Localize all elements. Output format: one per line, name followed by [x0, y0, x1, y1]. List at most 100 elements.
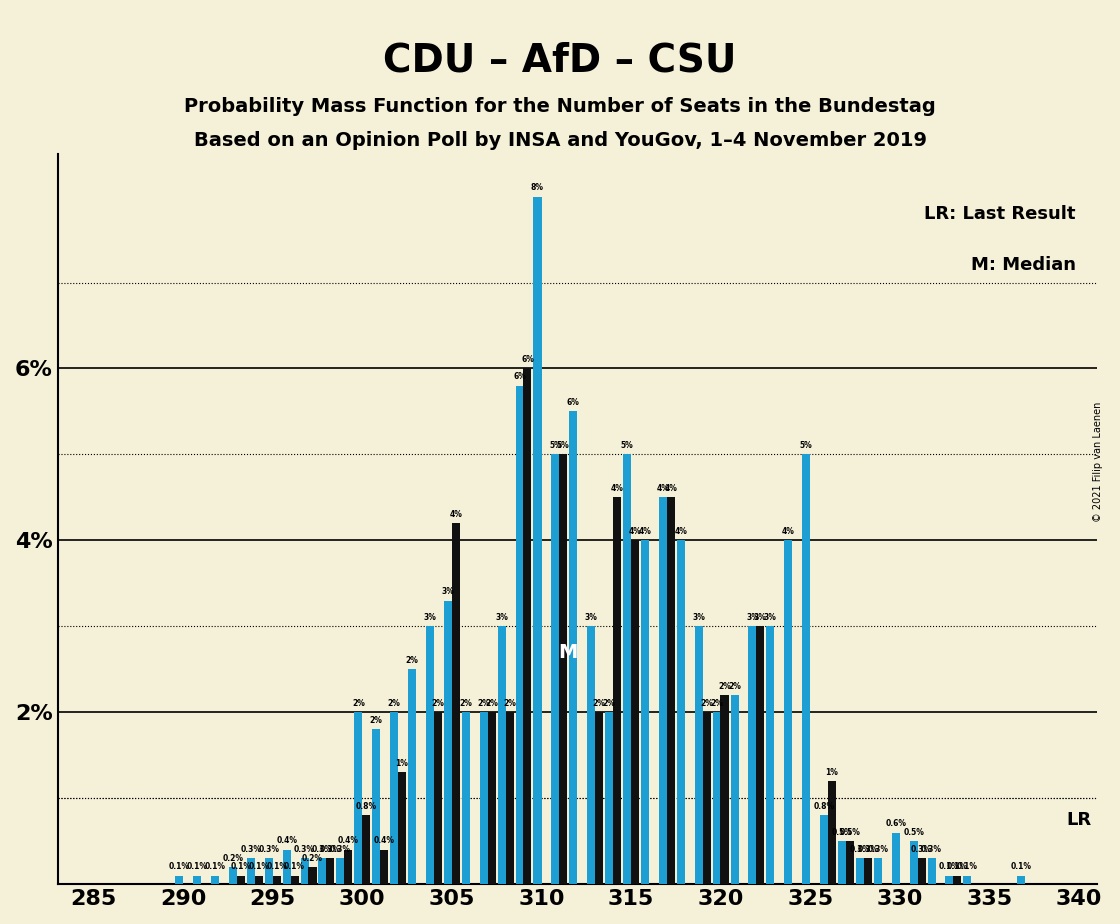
Bar [909, 841, 917, 884]
Text: 0.8%: 0.8% [356, 802, 376, 811]
Bar [380, 850, 389, 884]
Bar [756, 626, 764, 884]
Bar [720, 695, 728, 884]
Text: 0.1%: 0.1% [231, 862, 251, 871]
Bar [300, 858, 309, 884]
Bar [820, 815, 828, 884]
Bar [523, 369, 532, 884]
Text: 4%: 4% [628, 527, 642, 536]
Bar [451, 523, 460, 884]
Bar [587, 626, 595, 884]
Text: 5%: 5% [620, 441, 634, 450]
Text: 4%: 4% [782, 527, 795, 536]
Bar [533, 197, 541, 884]
Bar [892, 833, 899, 884]
Text: 0.1%: 0.1% [249, 862, 269, 871]
Text: 2%: 2% [459, 699, 473, 708]
Text: 0.2%: 0.2% [302, 854, 323, 863]
Text: 4%: 4% [664, 484, 678, 493]
Text: 0.3%: 0.3% [921, 845, 942, 854]
Bar [874, 858, 881, 884]
Bar [354, 712, 363, 884]
Bar [193, 876, 202, 884]
Bar [254, 876, 263, 884]
Text: 0.3%: 0.3% [295, 845, 315, 854]
Bar [666, 497, 675, 884]
Bar [838, 841, 846, 884]
Bar [828, 781, 836, 884]
Bar [308, 867, 317, 884]
Text: 2%: 2% [388, 699, 401, 708]
Text: Based on an Opinion Poll by INSA and YouGov, 1–4 November 2019: Based on an Opinion Poll by INSA and You… [194, 131, 926, 151]
Text: 4%: 4% [638, 527, 652, 536]
Text: 0.2%: 0.2% [223, 854, 243, 863]
Text: 2%: 2% [477, 699, 491, 708]
Text: 4%: 4% [656, 484, 670, 493]
Bar [569, 411, 577, 884]
Text: 2%: 2% [485, 699, 498, 708]
Text: 2%: 2% [370, 716, 383, 725]
Text: 0.3%: 0.3% [312, 845, 333, 854]
Text: 0.1%: 0.1% [284, 862, 305, 871]
Text: 0.5%: 0.5% [840, 828, 860, 837]
Bar [730, 695, 738, 884]
Bar [702, 712, 710, 884]
Bar [228, 867, 237, 884]
Text: 3%: 3% [423, 613, 437, 622]
Bar [211, 876, 220, 884]
Text: 0.3%: 0.3% [320, 845, 340, 854]
Text: 3%: 3% [441, 588, 455, 596]
Text: 0.4%: 0.4% [338, 836, 358, 845]
Bar [282, 850, 291, 884]
Text: 2%: 2% [728, 682, 741, 691]
Bar [605, 712, 613, 884]
Bar [336, 858, 345, 884]
Bar [551, 455, 559, 884]
Text: 0.8%: 0.8% [813, 802, 834, 811]
Bar [676, 541, 684, 884]
Bar [408, 669, 417, 884]
Bar [398, 772, 407, 884]
Text: 3%: 3% [754, 613, 767, 622]
Text: 0.1%: 0.1% [187, 862, 207, 871]
Text: 0.1%: 0.1% [946, 862, 968, 871]
Bar [505, 712, 514, 884]
Text: 2%: 2% [700, 699, 713, 708]
Bar [595, 712, 604, 884]
Text: 3%: 3% [764, 613, 777, 622]
Bar [712, 712, 720, 884]
Bar [272, 876, 281, 884]
Bar [236, 876, 245, 884]
Text: 3%: 3% [495, 613, 508, 622]
Bar [487, 712, 496, 884]
Text: 3%: 3% [692, 613, 706, 622]
Bar [326, 858, 335, 884]
Bar [846, 841, 853, 884]
Bar [479, 712, 488, 884]
Text: 0.1%: 0.1% [939, 862, 960, 871]
Text: 0.3%: 0.3% [241, 845, 261, 854]
Text: 0.3%: 0.3% [867, 845, 888, 854]
Text: M: Median: M: Median [971, 256, 1076, 274]
Bar [748, 626, 756, 884]
Text: 2%: 2% [405, 656, 419, 665]
Bar [963, 876, 971, 884]
Bar [344, 850, 353, 884]
Text: Probability Mass Function for the Number of Seats in the Bundestag: Probability Mass Function for the Number… [184, 97, 936, 116]
Text: 2%: 2% [603, 699, 616, 708]
Text: 0.3%: 0.3% [330, 845, 351, 854]
Bar [433, 712, 442, 884]
Bar [318, 858, 327, 884]
Bar [264, 858, 273, 884]
Text: 2%: 2% [431, 699, 445, 708]
Text: 8%: 8% [531, 183, 544, 192]
Text: 0.1%: 0.1% [1010, 862, 1032, 871]
Bar [694, 626, 702, 884]
Bar [945, 876, 953, 884]
Bar [362, 815, 371, 884]
Text: 0.5%: 0.5% [903, 828, 924, 837]
Text: 0.3%: 0.3% [911, 845, 932, 854]
Text: 1%: 1% [825, 768, 839, 777]
Text: 0.6%: 0.6% [885, 820, 906, 828]
Text: 0.3%: 0.3% [849, 845, 870, 854]
